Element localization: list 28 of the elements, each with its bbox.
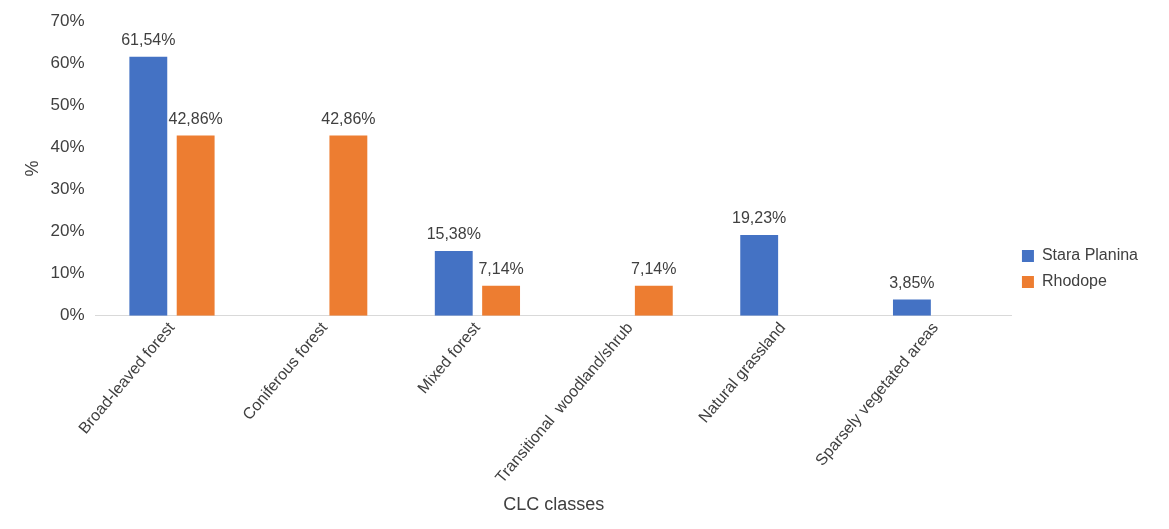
y-axis-title: % (21, 160, 42, 177)
bar (176, 135, 215, 316)
y-tick-label: 10% (50, 263, 85, 283)
bar (434, 251, 473, 316)
bar (634, 285, 673, 316)
bar (482, 285, 521, 316)
y-tick-label: 20% (50, 221, 85, 241)
data-label: 42,86% (168, 109, 223, 127)
y-tick-label: 50% (50, 95, 85, 115)
data-label: 42,86% (321, 109, 376, 127)
y-tick-label: 30% (50, 179, 85, 199)
bar (329, 135, 368, 316)
data-label: 7,14% (478, 260, 524, 278)
data-label: 15,38% (426, 225, 481, 243)
legend-label: Stara Planina (1041, 246, 1139, 264)
data-label: 19,23% (732, 209, 787, 227)
y-tick-label: 0% (60, 305, 85, 325)
data-label: 61,54% (121, 31, 176, 49)
y-tick-label: 70% (50, 10, 85, 30)
bar (129, 56, 168, 316)
y-tick-label: 40% (50, 137, 85, 157)
y-tick-label: 60% (50, 52, 85, 72)
legend-label: Rhodope (1041, 272, 1107, 290)
data-label: 7,14% (631, 260, 677, 278)
x-axis-title: CLC classes (503, 494, 605, 515)
bar (892, 299, 931, 316)
bar (740, 234, 779, 316)
data-label: 3,85% (889, 274, 935, 292)
